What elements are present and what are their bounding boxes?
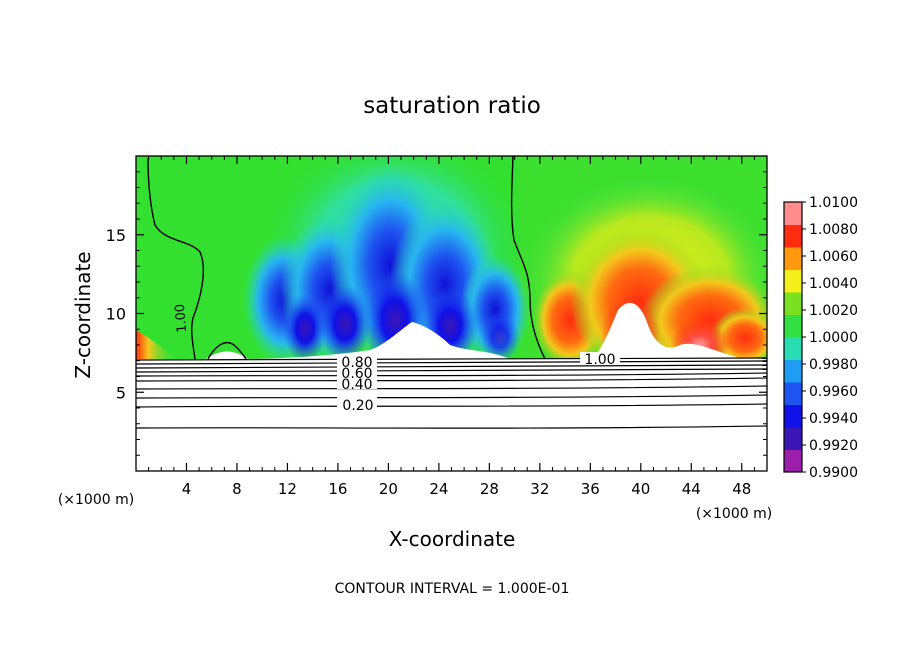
y-tick-label: 15 <box>106 226 126 245</box>
contour-label-0.80: 0.80 <box>341 355 372 371</box>
x-unit-right: (×1000 m) <box>696 506 772 522</box>
colorbar-swatch <box>784 247 802 270</box>
x-tick-label: 24 <box>429 480 448 498</box>
colorbar-swatch <box>784 337 802 360</box>
colorbar-label: 1.0040 <box>809 276 858 292</box>
contour-label-1.00-left: 1.00 <box>173 303 190 333</box>
contour-line-1.00-center <box>510 156 546 360</box>
x-tick-label: 48 <box>732 480 751 498</box>
contour-line-1.00-left <box>147 157 204 360</box>
colorbar-label: 1.0080 <box>809 222 858 238</box>
x-unit-left: (×1000 m) <box>58 492 134 508</box>
x-tick-label: 12 <box>278 480 297 498</box>
y-tick-label: 10 <box>106 305 126 324</box>
colorbar-swatch <box>784 269 802 293</box>
colorbar-label: 0.9980 <box>809 357 858 373</box>
deep-blue-core-1 <box>283 290 327 360</box>
colorbar-swatch <box>784 359 802 383</box>
white-void-right <box>592 302 767 359</box>
colorbar-swatch <box>784 292 802 315</box>
colorbar-swatch <box>784 202 802 225</box>
x-tick-label: 20 <box>379 480 398 498</box>
chart-title: saturation ratio <box>363 93 541 119</box>
contour-label-1.00-right: 1.00 <box>584 352 615 368</box>
colorbar-label: 0.9940 <box>809 411 858 427</box>
contour-line-1.00-left-loop <box>207 341 247 360</box>
y-axis-title: Z-coordinate <box>71 251 95 378</box>
colorbar: 1.0100 1.0080 1.0060 1.0040 1.0020 1.0000 0.99… <box>783 195 858 481</box>
colorbar-label: 1.0060 <box>809 249 858 265</box>
plot-area <box>136 156 767 471</box>
contour-label-0.40: 0.40 <box>341 377 372 393</box>
colorbar-swatch <box>784 224 802 248</box>
colorbar-label: 0.9900 <box>809 465 858 481</box>
x-axis-title: X-coordinate <box>389 527 516 551</box>
deep-blue-core-2 <box>319 280 371 360</box>
y-tick-label: 5 <box>116 383 126 402</box>
colorbar-swatch <box>784 382 802 405</box>
colorbar-swatch <box>784 314 802 338</box>
x-tick-label: 40 <box>631 480 650 498</box>
x-tick-label: 4 <box>182 480 192 498</box>
white-void-left <box>205 351 248 359</box>
x-tick-label: 8 <box>232 480 242 498</box>
contour-interval-note: CONTOUR INTERVAL = 1.000E-01 <box>335 581 570 597</box>
x-tick-label: 44 <box>682 480 701 498</box>
contour-label-0.20: 0.20 <box>342 398 373 414</box>
colorbar-label: 1.0000 <box>809 330 858 346</box>
x-axis: 4 8 12 16 20 24 28 32 36 40 44 48 <box>148 156 755 498</box>
contour-label-0.60: 0.60 <box>341 366 372 382</box>
x-tick-label: 36 <box>581 480 600 498</box>
y-axis: 5 10 15 <box>106 171 767 456</box>
white-void-center <box>255 322 510 359</box>
colorbar-label: 1.0020 <box>809 303 858 319</box>
colorbar-swatch <box>784 427 802 450</box>
colorbar-swatch <box>784 404 802 428</box>
contour-lines-below <box>136 357 767 429</box>
left-supersaturated-patch <box>136 330 178 360</box>
x-tick-label: 16 <box>328 480 347 498</box>
x-tick-label: 28 <box>480 480 499 498</box>
colorbar-label: 0.9960 <box>809 384 858 400</box>
colorbar-label: 1.0100 <box>809 195 858 211</box>
x-tick-label: 32 <box>530 480 549 498</box>
colorbar-label: 0.9920 <box>809 438 858 454</box>
colorbar-swatch <box>784 449 802 473</box>
clear-air-region <box>136 359 767 471</box>
